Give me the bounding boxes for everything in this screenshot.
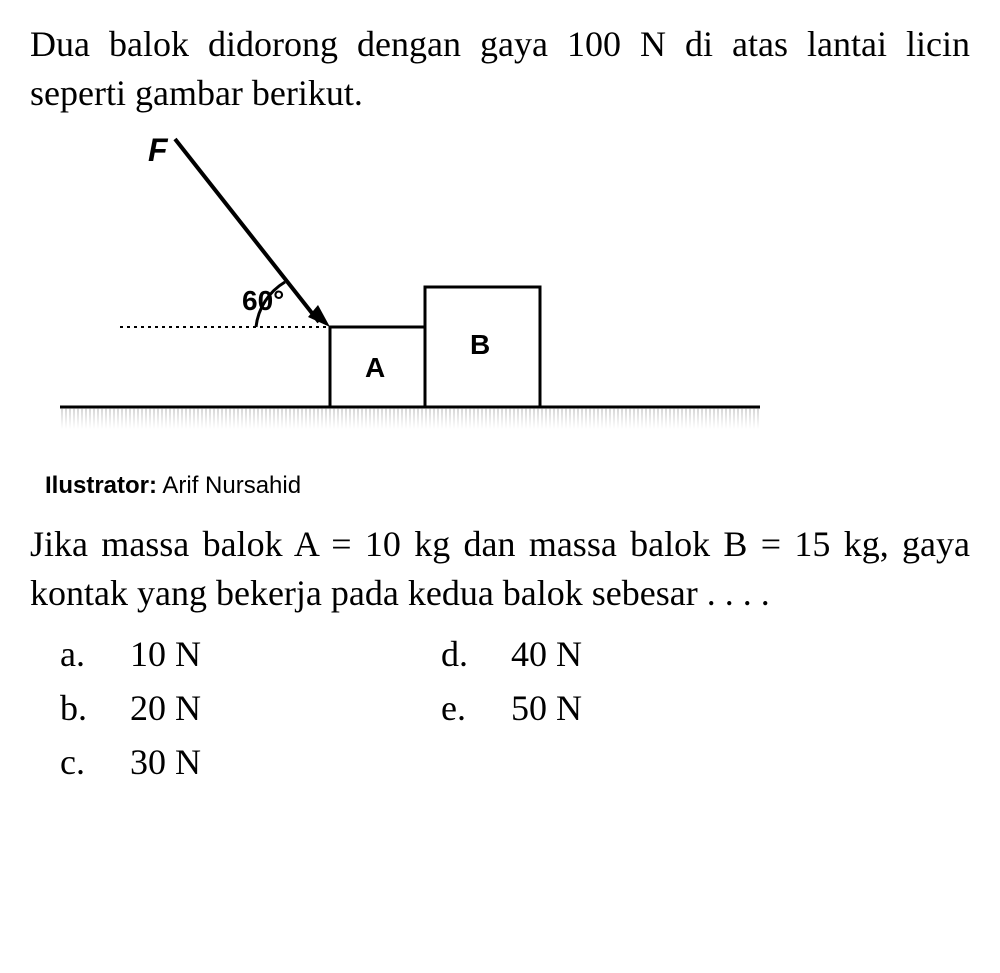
answer-options: a. 10 N b. 20 N c. 30 N d. 40 N e. 50 N — [60, 627, 970, 789]
angle-label-60: 60° — [242, 285, 284, 317]
ground-hatch — [60, 408, 760, 430]
block-a-label: A — [365, 352, 385, 384]
option-b: b. 20 N — [60, 681, 201, 735]
option-e: e. 50 N — [441, 681, 582, 735]
option-c-value: 30 N — [130, 735, 201, 789]
option-e-letter: e. — [441, 681, 481, 735]
diagram-svg — [60, 127, 760, 437]
option-a-letter: a. — [60, 627, 100, 681]
illustrator-name: Arif Nursahid — [162, 472, 301, 499]
option-b-letter: b. — [60, 681, 100, 735]
force-label-f: F — [148, 132, 168, 169]
options-col-left: a. 10 N b. 20 N c. 30 N — [60, 627, 201, 789]
illustrator-credit: Ilustrator: Arif Nursahid — [45, 472, 970, 500]
option-b-value: 20 N — [130, 681, 201, 735]
option-c: c. 30 N — [60, 735, 201, 789]
block-b-label: B — [470, 329, 490, 361]
option-d: d. 40 N — [441, 627, 582, 681]
question-text-line1: Dua balok didorong dengan gaya 100 N di … — [30, 20, 970, 117]
question-text-line2: Jika massa balok A = 10 kg dan massa bal… — [30, 520, 970, 617]
option-a: a. 10 N — [60, 627, 201, 681]
physics-diagram: F 60° A B — [60, 127, 760, 467]
option-d-value: 40 N — [511, 627, 582, 681]
options-col-right: d. 40 N e. 50 N — [441, 627, 582, 789]
option-e-value: 50 N — [511, 681, 582, 735]
illustrator-label: Ilustrator: — [45, 472, 157, 499]
option-c-letter: c. — [60, 735, 100, 789]
force-arrowhead — [308, 305, 330, 327]
option-d-letter: d. — [441, 627, 481, 681]
option-a-value: 10 N — [130, 627, 201, 681]
